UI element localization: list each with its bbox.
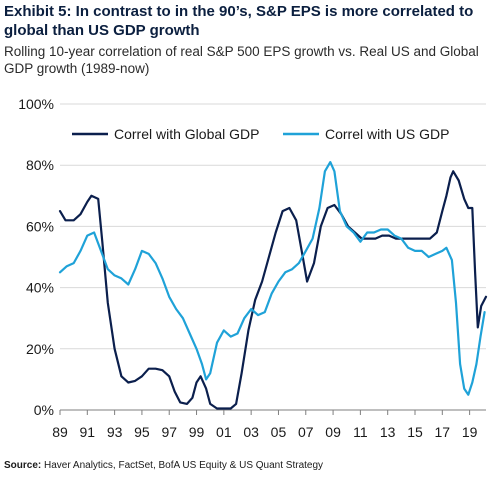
y-tick-label: 0% [34, 402, 54, 418]
x-tick-label: 07 [298, 424, 314, 440]
chart-title: Exhibit 5: In contrast to in the 90’s, S… [4, 3, 474, 39]
x-tick-label: 97 [161, 424, 177, 440]
source-text: Haver Analytics, FactSet, BofA US Equity… [44, 460, 324, 471]
source-note: Source: Haver Analytics, FactSet, BofA U… [4, 460, 323, 471]
series-lines [58, 161, 488, 410]
x-tick-label: 17 [435, 424, 451, 440]
x-tick-label: 09 [325, 424, 341, 440]
x-tick-label: 15 [407, 424, 423, 440]
legend: Correl with Global GDP Correl with US GDP [72, 126, 449, 142]
legend-label: Correl with Global GDP [114, 126, 260, 142]
y-tick-label: 100% [18, 96, 54, 112]
gridlines [60, 103, 486, 350]
y-tick-label: 20% [26, 341, 54, 357]
x-tick-label: 93 [107, 424, 123, 440]
x-tick-label: 89 [52, 424, 68, 440]
y-tick-label: 60% [26, 218, 54, 234]
x-axis: 89 91 93 95 97 99 01 03 05 07 09 11 13 15 17 19 [52, 409, 486, 440]
y-tick-label: 80% [26, 157, 54, 173]
x-tick-label: 91 [80, 424, 96, 440]
x-tick-label: 01 [216, 424, 232, 440]
series-line-global-gdp [58, 170, 488, 410]
x-tick-label: 99 [189, 424, 205, 440]
y-tick-label: 40% [26, 280, 54, 296]
series-line-us-gdp [58, 161, 486, 396]
y-axis: 0% 20% 40% 60% 80% 100% [18, 96, 54, 418]
chart-subtitle: Rolling 10-year correlation of real S&P … [4, 44, 479, 76]
legend-label: Correl with US GDP [325, 126, 449, 142]
x-tick-label: 13 [380, 424, 396, 440]
x-tick-label: 03 [243, 424, 259, 440]
x-tick-label: 95 [134, 424, 150, 440]
source-label: Source: [4, 460, 42, 471]
x-tick-label: 11 [353, 424, 368, 440]
x-tick-label: 05 [271, 424, 287, 440]
x-tick-label: 19 [462, 424, 478, 440]
